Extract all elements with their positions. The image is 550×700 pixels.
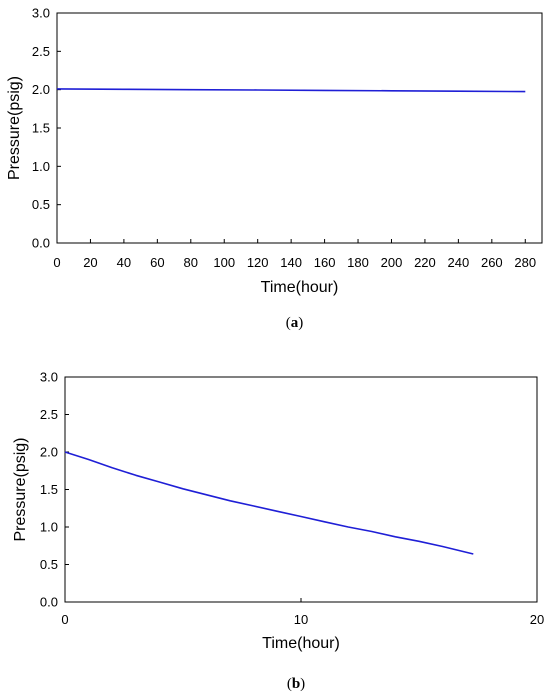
y-tick-label: 2.0 bbox=[40, 445, 58, 460]
figure-caption: (a) bbox=[286, 315, 304, 331]
x-tick-label: 200 bbox=[381, 255, 403, 270]
y-tick-label: 0.0 bbox=[40, 595, 58, 610]
y-tick-label: 0.0 bbox=[32, 236, 50, 251]
y-tick-label: 1.5 bbox=[32, 121, 50, 136]
x-tick-label: 280 bbox=[514, 255, 536, 270]
x-tick-label: 0 bbox=[53, 255, 60, 270]
y-axis-title: Pressure(psig) bbox=[6, 76, 23, 180]
y-tick-label: 2.5 bbox=[40, 407, 58, 422]
x-tick-label: 100 bbox=[213, 255, 235, 270]
y-tick-label: 1.0 bbox=[40, 520, 58, 535]
x-tick-label: 180 bbox=[347, 255, 369, 270]
x-tick-label: 80 bbox=[184, 255, 198, 270]
y-tick-label: 0.5 bbox=[40, 557, 58, 572]
y-tick-label: 2.0 bbox=[32, 82, 50, 97]
y-tick-label: 3.0 bbox=[32, 6, 50, 21]
x-tick-label: 220 bbox=[414, 255, 436, 270]
caption-letter: a bbox=[291, 315, 299, 331]
y-tick-label: 1.5 bbox=[40, 482, 58, 497]
y-axis-title: Pressure(psig) bbox=[12, 437, 29, 541]
x-tick-label: 20 bbox=[83, 255, 97, 270]
x-tick-label: 20 bbox=[530, 612, 544, 627]
caption-paren: ( bbox=[286, 315, 291, 331]
y-tick-label: 2.5 bbox=[32, 44, 50, 59]
x-axis-title: Time(hour) bbox=[261, 279, 339, 296]
plot-frame bbox=[64, 376, 538, 603]
x-tick-label: 40 bbox=[117, 255, 131, 270]
plot-frame bbox=[56, 12, 543, 244]
chart-a: 0 20 40 60 80 100 120 140 160 180 200 220 240 260 280 0… bbox=[6, 6, 543, 331]
x-tick-label: 140 bbox=[280, 255, 302, 270]
x-tick-label: 260 bbox=[481, 255, 503, 270]
y-tick-label: 3.0 bbox=[40, 370, 58, 385]
x-tick-label: 160 bbox=[314, 255, 336, 270]
series-line bbox=[64, 451, 474, 555]
x-axis-title: Time(hour) bbox=[262, 635, 340, 652]
y-tick-label: 0.5 bbox=[32, 197, 50, 212]
figure-caption: (b) bbox=[287, 676, 305, 692]
x-tick-label: 10 bbox=[294, 612, 308, 627]
x-tick-label: 0 bbox=[61, 612, 68, 627]
x-tick-label: 60 bbox=[150, 255, 164, 270]
chart-b: 0 10 20 0.0 0.5 1.0 1.5 2.0 2.5 3.0 Time(hour) Pres… bbox=[12, 370, 544, 693]
y-tick-label: 1.0 bbox=[32, 159, 50, 174]
caption-paren: ) bbox=[298, 315, 303, 331]
x-tick-label: 240 bbox=[448, 255, 470, 270]
caption-paren: ( bbox=[287, 676, 292, 692]
caption-letter: b bbox=[292, 676, 300, 692]
series-line bbox=[56, 88, 526, 93]
caption-paren: ) bbox=[300, 676, 305, 692]
x-tick-label: 120 bbox=[247, 255, 269, 270]
